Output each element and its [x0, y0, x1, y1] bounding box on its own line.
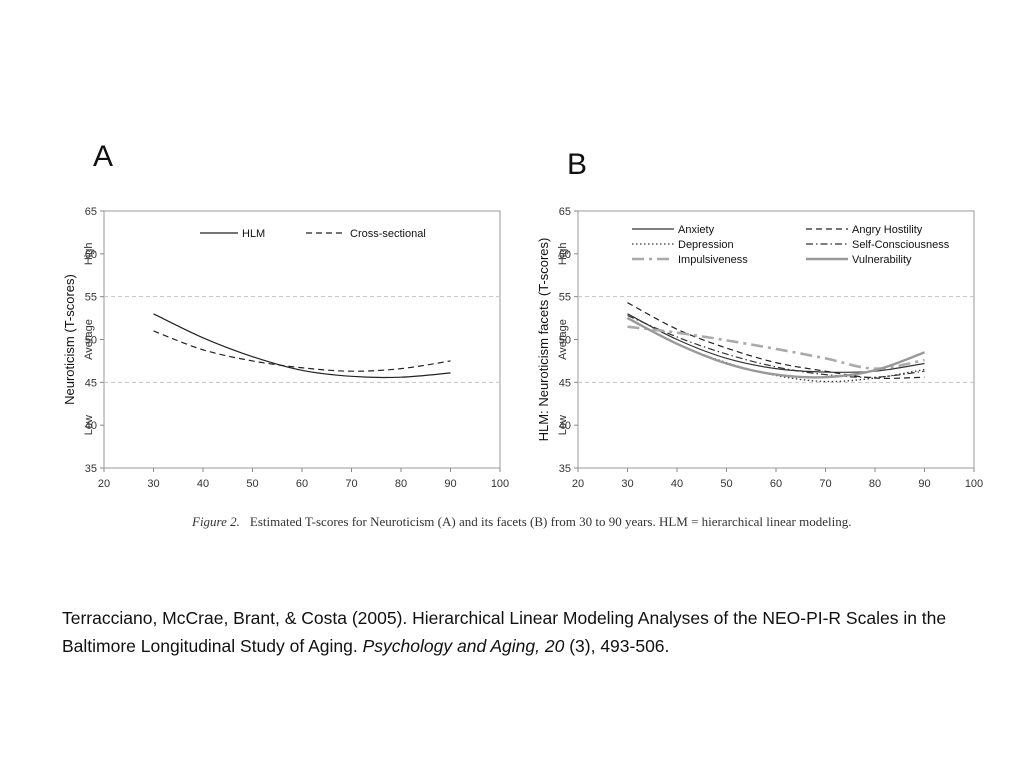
y-tick-label: 65: [85, 206, 97, 218]
x-tick-label: 70: [819, 478, 831, 490]
series-line-vulnerability: [626, 317, 925, 379]
y-tick-label: 55: [85, 292, 97, 304]
band-label-low: Low: [557, 415, 569, 435]
y-tick-label: 50: [559, 335, 571, 347]
series-line-self-consciousness: [627, 314, 925, 378]
legend-label: Depression: [678, 239, 734, 251]
legend-label: Cross-sectional: [350, 228, 426, 240]
x-tick-label: 20: [98, 478, 110, 490]
x-tick-label: 80: [395, 478, 407, 490]
y-tick-label: 55: [559, 292, 571, 304]
figure-caption-text: Estimated T-scores for Neuroticism (A) a…: [249, 514, 852, 529]
y-tick-label: 35: [85, 463, 97, 475]
x-tick-label: 80: [869, 478, 881, 490]
x-tick-label: 90: [444, 478, 456, 490]
x-tick-label: 60: [296, 478, 308, 490]
neuroticism-chart: 20 30 40 50 60 70 80 90 100 35 40 45 50 55 60 65 Neuroti…: [62, 206, 509, 490]
x-tick-label: 60: [770, 478, 782, 490]
citation-authors-title: Terracciano, McCrae, Brant, & Costa (200…: [62, 608, 947, 656]
panel-b-letter: B: [567, 148, 588, 181]
plot-area: [103, 210, 501, 469]
figure-label: Figure 2.: [192, 514, 240, 529]
citation-journal: Psychology and Aging, 20: [362, 636, 565, 656]
y-tick-label: 65: [559, 206, 571, 218]
y-tick-label: 60: [85, 249, 97, 261]
band-label-average: Average: [83, 319, 95, 360]
band-label-high: High: [83, 243, 95, 266]
band-label-low: Low: [83, 415, 95, 435]
x-tick-label: 40: [197, 478, 209, 490]
band-label-high: High: [557, 243, 569, 266]
y-tick-label: 45: [85, 377, 97, 389]
series-line-cross-sectional: [153, 330, 451, 372]
y-tick-label: 35: [559, 463, 571, 475]
x-tick-label: 90: [918, 478, 930, 490]
band-label-average: Average: [557, 319, 569, 360]
legend-label: Vulnerability: [852, 254, 912, 266]
facets-chart: 20 30 40 50 60 70 80 90 100 35 40 45 50 55 60 65 HLM: Ne…: [536, 206, 983, 490]
panel-a-letter: A: [93, 140, 114, 173]
legend-label: Self-Consciousness: [852, 239, 950, 251]
series-line-impulsiveness: [627, 325, 925, 370]
y-tick-label: 40: [85, 420, 97, 432]
citation: Terracciano, McCrae, Brant, & Costa (200…: [62, 604, 962, 660]
x-tick-label: 50: [720, 478, 732, 490]
x-tick-label: 100: [965, 478, 983, 490]
figure-caption: Figure 2. Estimated T-scores for Neurotic…: [192, 513, 882, 530]
y-tick-label: 45: [559, 377, 571, 389]
y-tick-label: 40: [559, 420, 571, 432]
x-tick-label: 30: [621, 478, 633, 490]
x-tick-label: 100: [491, 478, 509, 490]
x-tick-label: 50: [246, 478, 258, 490]
y-tick-label: 50: [85, 335, 97, 347]
citation-issue-pages: (3), 493-506.: [564, 636, 670, 656]
series-line-anxiety: [627, 313, 925, 373]
y-axis-label: HLM: Neuroticism facets (T-scores): [536, 238, 551, 442]
x-tick-label: 30: [147, 478, 159, 490]
legend-label: Impulsiveness: [678, 254, 748, 266]
x-tick-label: 40: [671, 478, 683, 490]
legend-label: Angry Hostility: [852, 224, 923, 236]
y-tick-label: 60: [559, 249, 571, 261]
x-tick-label: 20: [572, 478, 584, 490]
y-axis-label: Neuroticism (T-scores): [62, 274, 77, 405]
legend-label: Anxiety: [678, 224, 715, 236]
x-tick-label: 70: [345, 478, 357, 490]
legend-label: HLM: [242, 228, 265, 240]
series-line-angry-hostility: [627, 302, 925, 379]
series-line-hlm: [153, 313, 451, 379]
